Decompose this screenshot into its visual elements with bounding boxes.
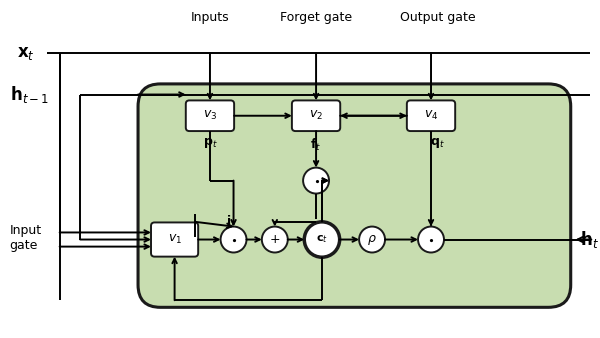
FancyBboxPatch shape <box>138 84 571 307</box>
Circle shape <box>418 226 444 252</box>
Text: $\mathbf{p}_t$: $\mathbf{p}_t$ <box>203 137 217 150</box>
Text: $v_1$: $v_1$ <box>167 233 182 246</box>
Text: $\mathbf{x}_t$: $\mathbf{x}_t$ <box>17 44 35 62</box>
Text: $\bullet$: $\bullet$ <box>427 235 434 244</box>
Text: $\mathbf{f}_t$: $\mathbf{f}_t$ <box>310 137 322 153</box>
Text: $\bullet$: $\bullet$ <box>230 235 237 244</box>
Circle shape <box>262 226 288 252</box>
FancyBboxPatch shape <box>151 222 198 257</box>
Circle shape <box>359 226 385 252</box>
Circle shape <box>221 226 247 252</box>
FancyBboxPatch shape <box>292 100 340 131</box>
Text: $\mathbf{c}_t$: $\mathbf{c}_t$ <box>316 234 328 245</box>
FancyBboxPatch shape <box>407 100 455 131</box>
Text: $\mathbf{q}_t$: $\mathbf{q}_t$ <box>430 137 444 150</box>
Text: $\bullet$: $\bullet$ <box>313 175 320 186</box>
Circle shape <box>304 222 340 257</box>
Text: Output gate: Output gate <box>400 11 476 24</box>
Text: $v_2$: $v_2$ <box>309 109 323 122</box>
Text: Inputs: Inputs <box>191 11 229 24</box>
Text: $\mathbf{i}_t$: $\mathbf{i}_t$ <box>226 214 236 230</box>
Text: $\rho$: $\rho$ <box>367 233 377 246</box>
Circle shape <box>303 168 329 194</box>
Text: $\mathbf{h}_t$: $\mathbf{h}_t$ <box>580 229 598 250</box>
Text: $+$: $+$ <box>269 233 280 246</box>
Text: $v_4$: $v_4$ <box>424 109 438 122</box>
Text: gate: gate <box>10 239 38 252</box>
FancyBboxPatch shape <box>186 100 234 131</box>
Text: $v_3$: $v_3$ <box>203 109 217 122</box>
Text: Forget gate: Forget gate <box>280 11 352 24</box>
Text: Input: Input <box>10 224 41 237</box>
Text: $\mathbf{h}_{t-1}$: $\mathbf{h}_{t-1}$ <box>10 84 49 105</box>
